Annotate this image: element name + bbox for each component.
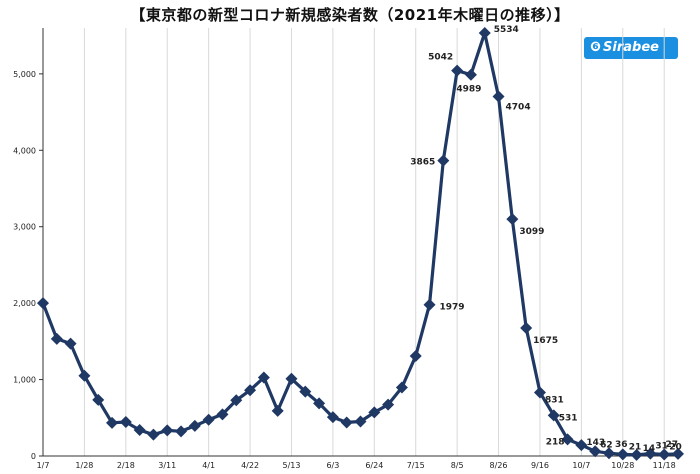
- data-point: [216, 408, 229, 421]
- data-point: [299, 385, 312, 398]
- x-tick-label: 8/5: [451, 461, 464, 470]
- grid-lines: [42, 28, 665, 456]
- data-point: [644, 447, 657, 460]
- data-label: 218: [546, 437, 565, 447]
- data-point: [161, 424, 174, 437]
- x-tick-label: 4/1: [202, 461, 215, 470]
- data-point: [175, 425, 188, 438]
- data-point: [50, 332, 63, 345]
- data-point: [478, 27, 491, 40]
- data-label: 1979: [440, 303, 465, 313]
- data-point: [451, 64, 464, 77]
- series-line: [41, 31, 679, 457]
- x-tick-label: 5/13: [282, 461, 300, 470]
- data-point: [202, 413, 215, 426]
- data-point: [133, 424, 146, 437]
- data-point: [658, 448, 671, 461]
- data-point: [285, 372, 298, 385]
- data-label: 5042: [428, 53, 453, 63]
- x-tick-label: 3/11: [158, 461, 176, 470]
- data-points: [37, 27, 684, 461]
- sirabee-logo: ❻ Sirabee: [584, 37, 678, 59]
- data-point: [188, 419, 201, 432]
- data-label: 4704: [506, 102, 531, 112]
- y-tick-label: 5,000: [13, 70, 36, 79]
- sirabee-logo-text: Sirabee: [603, 40, 659, 55]
- data-point: [589, 445, 602, 458]
- data-point: [575, 439, 588, 452]
- x-tick-label: 1/7: [37, 461, 50, 470]
- data-point: [437, 154, 450, 167]
- x-tick-label: 7/15: [407, 461, 425, 470]
- data-point: [244, 384, 257, 397]
- data-label: 21: [629, 442, 642, 452]
- data-label: 3099: [519, 227, 544, 237]
- data-point: [37, 297, 49, 310]
- x-tick-label: 2/18: [117, 461, 135, 470]
- data-point: [64, 337, 77, 350]
- data-label: 62: [600, 440, 613, 450]
- y-tick-label: 2,000: [13, 299, 36, 308]
- data-point: [78, 369, 91, 382]
- y-tick-label: 4,000: [13, 146, 36, 155]
- data-point: [506, 213, 519, 226]
- data-point: [326, 411, 339, 424]
- data-label: 14: [643, 444, 656, 454]
- data-label: 1675: [533, 336, 558, 346]
- data-point: [147, 428, 160, 441]
- data-point: [423, 298, 436, 311]
- data-point: [92, 393, 105, 406]
- x-tick-label: 11/18: [653, 461, 676, 470]
- data-point: [382, 398, 395, 411]
- data-label: 143: [586, 438, 605, 448]
- data-point: [271, 404, 284, 417]
- data-point: [354, 415, 367, 428]
- x-tick-label: 9/16: [531, 461, 549, 470]
- data-point: [409, 350, 422, 363]
- data-label: 27: [665, 440, 678, 450]
- data-point: [547, 409, 560, 422]
- data-label: 31: [655, 442, 668, 452]
- x-tick-label: 4/22: [241, 461, 259, 470]
- sirabee-logo-icon: ❻: [590, 40, 602, 55]
- data-point: [520, 321, 533, 334]
- data-point: [313, 397, 326, 410]
- x-tick-label: 1/28: [75, 461, 93, 470]
- data-label: 531: [559, 413, 578, 423]
- chart-title: 【東京都の新型コロナ新規感染者数（2021年木曜日の推移）】: [130, 6, 570, 24]
- data-point: [672, 447, 684, 460]
- x-tick-label: 6/24: [365, 461, 383, 470]
- y-tick-label: 1,000: [13, 376, 36, 385]
- x-tick-label: 8/26: [490, 461, 508, 470]
- data-point: [464, 68, 477, 81]
- data-label: 831: [545, 395, 564, 405]
- data-label: 5534: [494, 25, 519, 35]
- data-point: [257, 371, 270, 384]
- data-point: [602, 447, 615, 460]
- y-tick-label: 0: [31, 452, 36, 461]
- data-point: [533, 386, 546, 399]
- data-point: [492, 90, 505, 103]
- data-label: 20: [669, 442, 682, 452]
- data-point: [616, 448, 629, 461]
- data-label: 36: [615, 440, 628, 450]
- x-tick-label: 10/28: [611, 461, 634, 470]
- x-tick-label: 10/7: [572, 461, 590, 470]
- data-point: [340, 416, 353, 429]
- axes: 1/7 1/28 2/18 3/11 4/1 4/22 5/13 6/3 6/24 7/15 8/5…: [13, 28, 678, 470]
- y-tick-label: 3,000: [13, 223, 36, 232]
- data-point: [561, 433, 574, 446]
- data-point: [106, 416, 119, 429]
- data-point: [230, 394, 243, 407]
- data-point: [119, 415, 132, 428]
- data-point: [368, 406, 381, 419]
- data-labels: 1979 3865 5042 4989 5534 4704 3099 1675 831 531 21…: [410, 25, 681, 454]
- data-label: 3865: [410, 158, 435, 168]
- data-label: 4989: [456, 85, 481, 95]
- data-point: [630, 448, 643, 461]
- series-line-group: [41, 31, 679, 457]
- x-tick-label: 6/3: [326, 461, 339, 470]
- data-point: [395, 381, 408, 394]
